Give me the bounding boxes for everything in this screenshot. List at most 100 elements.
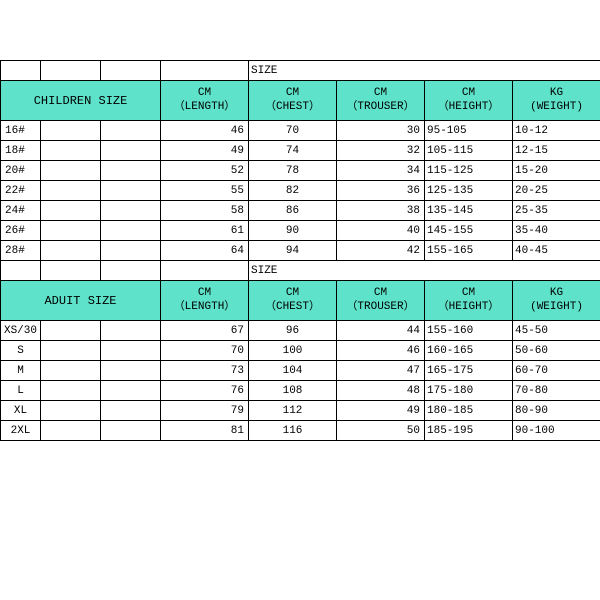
size-cell: S [1, 341, 41, 361]
blank-cell [41, 381, 101, 401]
size-cell: 28# [1, 241, 41, 261]
weight-cell: 40-45 [513, 241, 600, 261]
size-cell: 26# [1, 221, 41, 241]
adult-size-top-row: SIZE [1, 261, 600, 281]
size-cell: 18# [1, 141, 41, 161]
size-top-label-adult: SIZE [249, 261, 600, 281]
trouser-cell: 30 [337, 121, 425, 141]
table-row: 24#588638135-14525-35 [1, 201, 600, 221]
col-header-height: CM （HEIGHT） [425, 81, 513, 121]
col-header-chest: CM （CHEST） [249, 81, 337, 121]
table-row: 20#527834115-12515-20 [1, 161, 600, 181]
table-row: 26#619040145-15535-40 [1, 221, 600, 241]
chest-cell: 70 [249, 121, 337, 141]
col-header-length: CM （LENGTH） [161, 81, 249, 121]
chest-cell: 104 [249, 361, 337, 381]
length-cell: 55 [161, 181, 249, 201]
blank-cell [41, 221, 101, 241]
height-cell: 180-185 [425, 401, 513, 421]
trouser-cell: 47 [337, 361, 425, 381]
children-title-cell: CHILDREN SIZE [1, 81, 161, 121]
weight-cell: 90-100 [513, 421, 600, 441]
col-header-chest-adult: CM （CHEST） [249, 281, 337, 321]
size-cell: 16# [1, 121, 41, 141]
weight-cell: 45-50 [513, 321, 600, 341]
size-top-label: SIZE [249, 61, 600, 81]
blank-cell [41, 181, 101, 201]
adult-title-cell: ADUIT SIZE [1, 281, 161, 321]
weight-cell: 10-12 [513, 121, 600, 141]
trouser-cell: 32 [337, 141, 425, 161]
blank-cell [41, 341, 101, 361]
weight-cell: 12-15 [513, 141, 600, 161]
weight-cell: 25-35 [513, 201, 600, 221]
length-cell: 49 [161, 141, 249, 161]
adult-header-row: ADUIT SIZE CM （LENGTH） CM （CHEST） CM （TR… [1, 281, 600, 321]
trouser-cell: 49 [337, 401, 425, 421]
blank-cell [101, 241, 161, 261]
size-cell: XL [1, 401, 41, 421]
blank-cell [101, 181, 161, 201]
table-row: 18# 497432105-11512-15 [1, 141, 600, 161]
blank-cell [101, 421, 161, 441]
length-cell: 46 [161, 121, 249, 141]
table-row: 2XL8111650185-19590-100 [1, 421, 600, 441]
col-header-height-adult: CM （HEIGHT） [425, 281, 513, 321]
size-cell: 24# [1, 201, 41, 221]
chest-cell: 74 [249, 141, 337, 161]
blank-cell [101, 121, 161, 141]
col-header-trouser-adult: CM （TROUSER） [337, 281, 425, 321]
chest-cell: 108 [249, 381, 337, 401]
blank-cell [41, 121, 101, 141]
table-row: 28# 649442155-16540-45 [1, 241, 600, 261]
chest-cell: 116 [249, 421, 337, 441]
height-cell: 105-115 [425, 141, 513, 161]
children-rows: 16# 46703095-10510-12 18# 497432105-11512-1… [1, 121, 600, 261]
size-chart-table: SIZE CHILDREN SIZE CM （LENGTH） CM （CHEST… [0, 60, 600, 441]
blank-cell [41, 241, 101, 261]
col-header-weight-adult: KG (WEIGHT) [513, 281, 600, 321]
blank-cell [101, 361, 161, 381]
table-row: L7610848175-18070-80 [1, 381, 600, 401]
height-cell: 155-165 [425, 241, 513, 261]
chest-cell: 86 [249, 201, 337, 221]
height-cell: 125-135 [425, 181, 513, 201]
table-row: XL7911249180-18580-90 [1, 401, 600, 421]
length-cell: 61 [161, 221, 249, 241]
trouser-cell: 36 [337, 181, 425, 201]
size-cell: M [1, 361, 41, 381]
table-row: 16# 46703095-10510-12 [1, 121, 600, 141]
blank-cell [41, 361, 101, 381]
height-cell: 95-105 [425, 121, 513, 141]
blank-cell [41, 321, 101, 341]
length-cell: 81 [161, 421, 249, 441]
blank-cell [41, 421, 101, 441]
length-cell: 64 [161, 241, 249, 261]
blank-cell [41, 141, 101, 161]
col-header-trouser: CM （TROUSER） [337, 81, 425, 121]
length-cell: 58 [161, 201, 249, 221]
size-cell: 20# [1, 161, 41, 181]
height-cell: 185-195 [425, 421, 513, 441]
length-cell: 73 [161, 361, 249, 381]
height-cell: 145-155 [425, 221, 513, 241]
length-cell: 52 [161, 161, 249, 181]
chest-cell: 82 [249, 181, 337, 201]
length-cell: 67 [161, 321, 249, 341]
weight-cell: 20-25 [513, 181, 600, 201]
weight-cell: 15-20 [513, 161, 600, 181]
col-header-weight: KG (WEIGHT) [513, 81, 600, 121]
trouser-cell: 38 [337, 201, 425, 221]
length-cell: 70 [161, 341, 249, 361]
size-cell: 22# [1, 181, 41, 201]
chest-cell: 94 [249, 241, 337, 261]
table-row: 22# 558236125-13520-25 [1, 181, 600, 201]
trouser-cell: 42 [337, 241, 425, 261]
blank-cell [41, 201, 101, 221]
height-cell: 155-160 [425, 321, 513, 341]
weight-cell: 70-80 [513, 381, 600, 401]
table-row: S7010046160-16550-60 [1, 341, 600, 361]
trouser-cell: 44 [337, 321, 425, 341]
chest-cell: 112 [249, 401, 337, 421]
length-cell: 79 [161, 401, 249, 421]
